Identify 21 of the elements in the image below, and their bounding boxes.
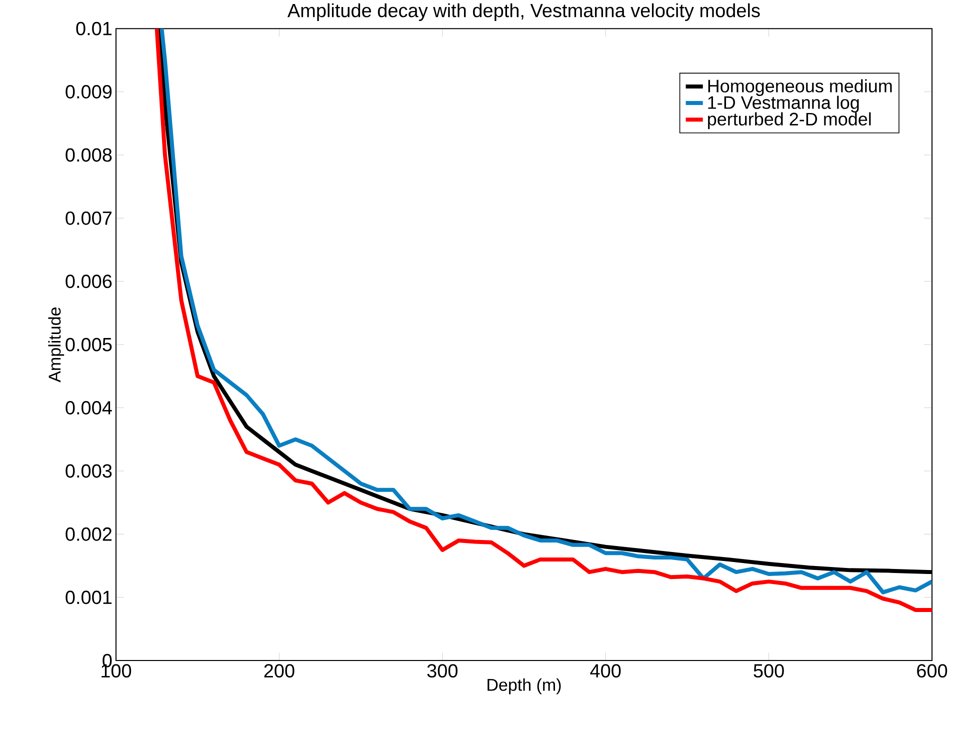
y-tick-label: 0.003 xyxy=(66,464,112,478)
y-tick-label: 0.006 xyxy=(66,274,112,288)
y-tick-label: 0.007 xyxy=(66,212,112,226)
y-tick-label: 0.009 xyxy=(66,85,112,99)
legend-label: perturbed 2-D model xyxy=(708,112,871,130)
x-tick-label: 300 xyxy=(427,664,458,678)
x-tick-label: 600 xyxy=(917,664,948,678)
y-tick-label: 0.008 xyxy=(66,148,112,162)
y-tick-label: 0.004 xyxy=(66,401,112,415)
y-tick-label: 0.001 xyxy=(66,590,112,604)
legend-label: Homogeneous medium xyxy=(708,79,892,96)
y-tick-label: 0.005 xyxy=(66,338,112,352)
y-tick-label: 0.01 xyxy=(76,22,112,36)
x-tick-label: 400 xyxy=(590,664,621,678)
x-tick-label: 500 xyxy=(754,664,784,678)
x-tick-label: 200 xyxy=(264,664,294,678)
x-axis-title: Depth (m) xyxy=(488,678,561,694)
y-tick-label: 0.002 xyxy=(66,528,112,542)
chart-title: Amplitude decay with depth, Vestmanna velocity models xyxy=(287,4,760,22)
legend-label: 1-D Vestmanna log xyxy=(708,96,859,113)
y-axis-title: Amplitude xyxy=(48,308,64,383)
